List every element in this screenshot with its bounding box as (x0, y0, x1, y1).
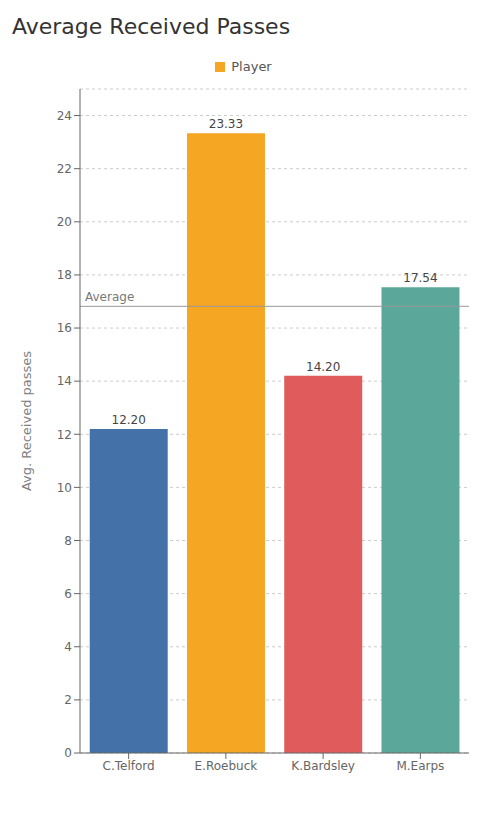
svg-text:20: 20 (57, 215, 72, 229)
svg-text:Avg. Received passes: Avg. Received passes (19, 351, 34, 491)
svg-text:Average: Average (85, 290, 134, 304)
html-text:Player: Player (231, 59, 272, 74)
svg-text:16: 16 (57, 321, 72, 335)
svg-text:E.Roebuck: E.Roebuck (195, 759, 258, 773)
svg-text:4: 4 (64, 640, 72, 654)
svg-text:2: 2 (64, 693, 72, 707)
svg-text:17.54: 17.54 (403, 271, 437, 285)
svg-text:14: 14 (57, 374, 72, 388)
svg-text:6: 6 (64, 587, 72, 601)
svg-text:C.Telford: C.Telford (103, 759, 155, 773)
svg-text:24: 24 (57, 109, 72, 123)
svg-text:22: 22 (57, 162, 72, 176)
svg-text:14.20: 14.20 (306, 360, 340, 374)
svg-text:8: 8 (64, 534, 72, 548)
svg-text:12: 12 (57, 428, 72, 442)
svg-text:M.Earps: M.Earps (396, 759, 444, 773)
svg-text:18: 18 (57, 268, 72, 282)
html-text:Average Received Passes: Average Received Passes (12, 14, 291, 39)
svg-text:23.33: 23.33 (209, 117, 243, 131)
svg-text:10: 10 (57, 481, 72, 495)
svg-text:0: 0 (64, 746, 72, 760)
svg-text:K.Bardsley: K.Bardsley (291, 759, 355, 773)
svg-text:12.20: 12.20 (112, 413, 146, 427)
